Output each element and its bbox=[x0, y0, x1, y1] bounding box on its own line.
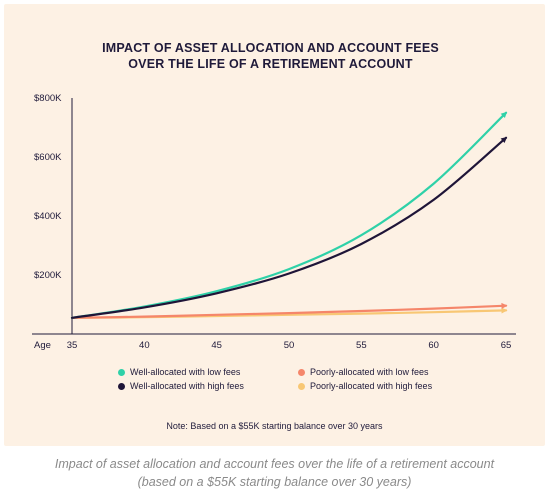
caption-line-1: Impact of asset allocation and account f… bbox=[54, 457, 495, 471]
x-tick-label: 60 bbox=[428, 340, 439, 351]
x-tick-label: 55 bbox=[356, 340, 367, 351]
y-tick-label: $600K bbox=[34, 152, 62, 163]
figure-caption: Impact of asset allocation and account f… bbox=[0, 455, 549, 491]
y-tick-label: $200K bbox=[34, 270, 62, 281]
legend-swatch bbox=[118, 382, 125, 390]
chart-axes: $200K $400K $600K $800K Age 35 40 45 50 55 60 65 bbox=[32, 93, 516, 351]
legend-label: Well-allocated with low fees bbox=[130, 367, 241, 377]
legend-item: Well-allocated with low fees bbox=[118, 367, 240, 377]
x-tick-label: 50 bbox=[284, 340, 295, 351]
caption-line-2: (based on a $55K starting balance over 3… bbox=[137, 475, 412, 489]
series-line-well-allocated-with-high-fees bbox=[70, 136, 508, 319]
x-tick-label: 65 bbox=[501, 340, 512, 351]
x-tick-label: 45 bbox=[211, 340, 222, 351]
legend-item: Poorly-allocated with high fees bbox=[298, 381, 432, 391]
series-arrowhead-poorly-allocated-with-low-fees bbox=[501, 302, 508, 309]
series-arrowhead-well-allocated-with-low-fees bbox=[500, 111, 508, 119]
chart-note: Note: Based on a $55K starting balance o… bbox=[166, 421, 383, 431]
legend-item: Well-allocated with high fees bbox=[118, 381, 244, 391]
legend-item: Poorly-allocated with low fees bbox=[298, 367, 429, 377]
x-tick-label: 40 bbox=[139, 340, 150, 351]
legend-label: Poorly-allocated with low fees bbox=[310, 367, 429, 377]
series-arrowhead-well-allocated-with-high-fees bbox=[500, 136, 508, 144]
x-axis-label: Age bbox=[34, 340, 51, 351]
legend-label: Well-allocated with high fees bbox=[130, 381, 244, 391]
chart-title-line-2: OVER THE LIFE OF A RETIREMENT ACCOUNT bbox=[128, 57, 413, 71]
series-arrowhead-poorly-allocated-with-high-fees bbox=[501, 307, 508, 314]
legend-swatch bbox=[118, 368, 125, 376]
y-tick-label: $400K bbox=[34, 211, 62, 222]
series-line-well-allocated-with-low-fees bbox=[70, 111, 508, 319]
legend-swatch bbox=[298, 368, 305, 376]
y-tick-label: $800K bbox=[34, 93, 62, 104]
legend-swatch bbox=[298, 382, 305, 390]
chart-title-line-1: IMPACT OF ASSET ALLOCATION AND ACCOUNT F… bbox=[102, 41, 439, 55]
legend-label: Poorly-allocated with high fees bbox=[310, 381, 433, 391]
chart-title: IMPACT OF ASSET ALLOCATION AND ACCOUNT F… bbox=[0, 40, 541, 72]
x-tick-label: 35 bbox=[67, 340, 78, 351]
chart-card bbox=[4, 4, 545, 446]
series-line-poorly-allocated-with-low-fees bbox=[70, 304, 508, 319]
chart-series bbox=[70, 111, 508, 319]
